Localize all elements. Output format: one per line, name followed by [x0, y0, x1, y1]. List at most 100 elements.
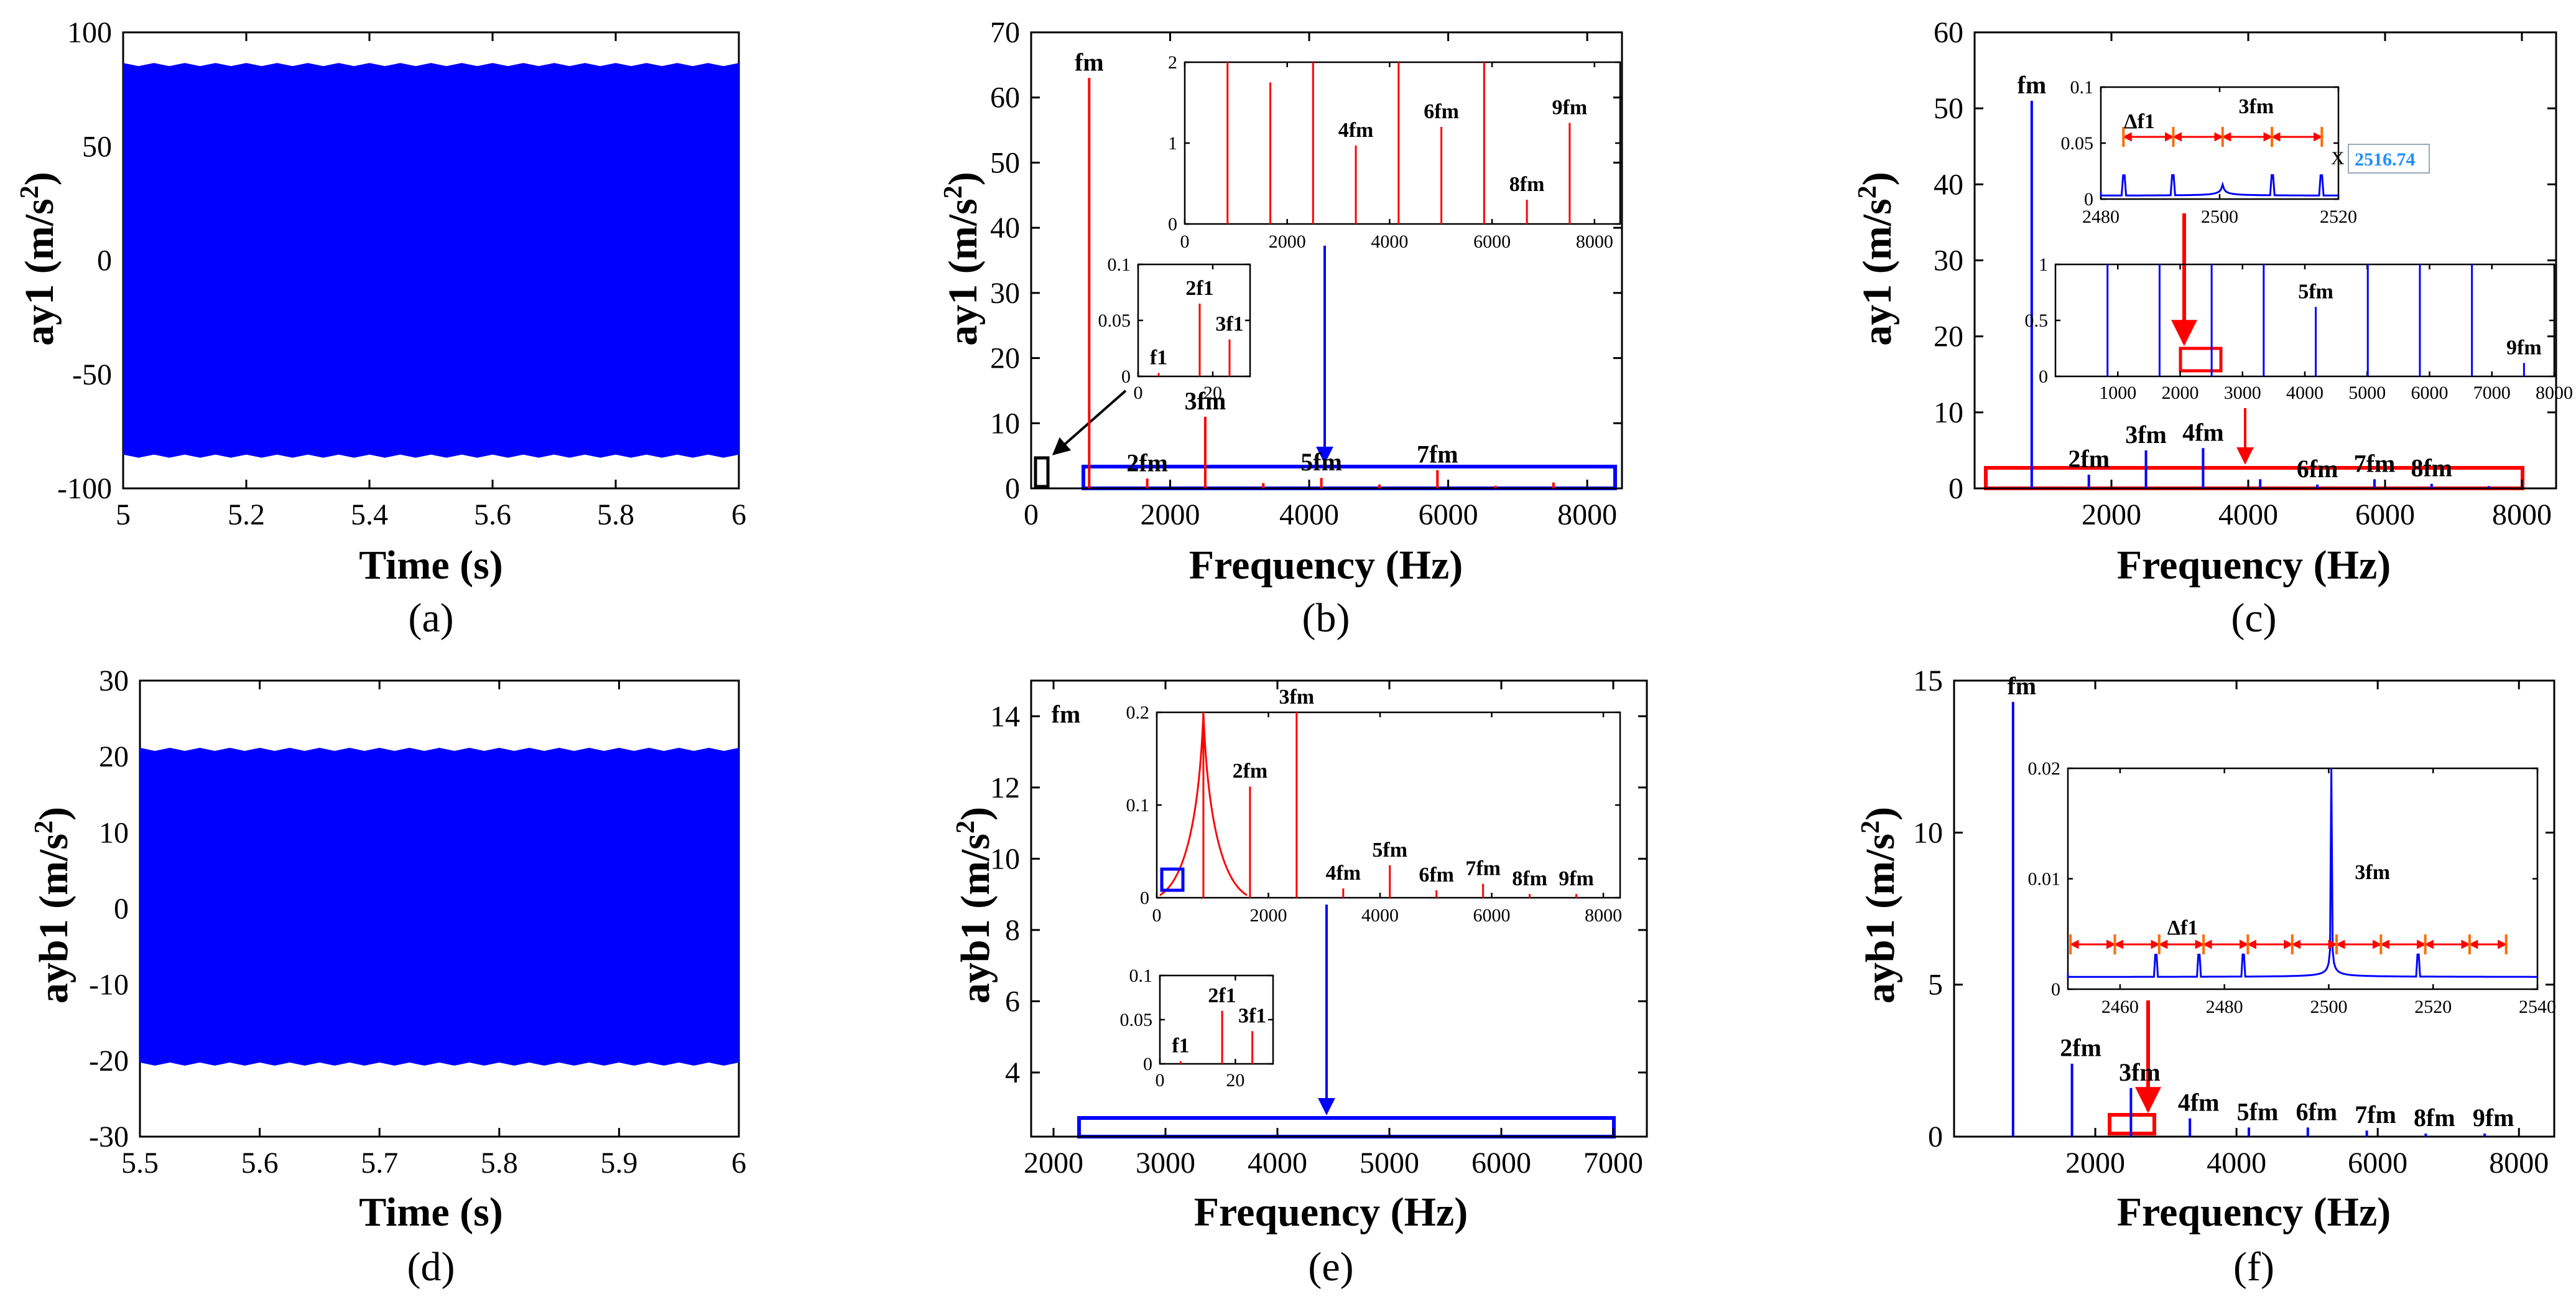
panel-f-ytick-label: 15 — [1913, 664, 1943, 697]
panel-c-peak-label: 7fm — [2354, 449, 2396, 477]
panel-b-inset2-xtick-label: 0 — [1134, 383, 1143, 403]
panel-d-xtick-label: 5.6 — [241, 1147, 279, 1180]
panel-c-inset1-ytick-label: 0.1 — [2070, 77, 2094, 98]
panel-d-ytick-label: 30 — [99, 664, 129, 697]
panel-b-ytick-label: 40 — [990, 212, 1020, 244]
panel-e-inset1-ytick-label: 0 — [1140, 888, 1149, 908]
panel-c-inset2-xtick-label: 4000 — [2286, 383, 2323, 403]
panel-e-xlabel: Frequency (Hz) — [1194, 1190, 1468, 1235]
panel-f-inset1-xtick-label: 2480 — [2206, 997, 2243, 1017]
panel-f-peak-label: 5fm — [2237, 1097, 2279, 1125]
panel-d-letter: (d) — [407, 1244, 455, 1290]
panel-f-xtick-label: 2000 — [2065, 1147, 2125, 1180]
panel-e-xtick-label: 2000 — [1024, 1147, 1083, 1180]
panel-e-frame — [1030, 679, 1648, 1138]
panel-b-ytick-label: 20 — [990, 342, 1020, 375]
panel-f-inset1-axes: 2460 2480 2500 2520 2540 0 0.01 0.02 3fm Δf1 — [2028, 758, 2557, 1017]
panel-e-xtick-label: 7000 — [1583, 1147, 1643, 1180]
panel-d-ytick-label: 20 — [99, 740, 129, 773]
panel-a-xtick-label: 5.6 — [474, 498, 511, 531]
panel-b-inset1-peak-label: 6fm — [1424, 100, 1459, 123]
panel-b-peak-label: 5fm — [1300, 448, 1342, 476]
panel-f-inset1-xtick-label: 2540 — [2519, 997, 2556, 1017]
panel-e-xtick-label: 4000 — [1248, 1147, 1307, 1180]
panel-e-ytick-label: 10 — [990, 842, 1020, 875]
panel-c-ytick-label: 60 — [1934, 16, 1963, 49]
panel-c-inset1-xtick-label: 2520 — [2320, 207, 2357, 227]
panel-e-letter: (e) — [1308, 1244, 1353, 1290]
panel-c-inset1-sideband-label: Δf1 — [2124, 110, 2155, 133]
panel-f-xtick-label: 4000 — [2207, 1147, 2266, 1180]
panel-d-ytick-label: 0 — [114, 893, 129, 926]
panel-a: ay1 (m/s2) Time (s) (a) — [16, 172, 503, 641]
panel-d-ytick-label: -30 — [89, 1120, 129, 1153]
panel-f-xtick-label: 6000 — [2348, 1147, 2407, 1180]
panel-a-ytick-label: -50 — [72, 358, 112, 391]
panel-b-xtick-label: 2000 — [1141, 498, 1200, 531]
panel-c-ytick-label: 50 — [1934, 92, 1963, 125]
panel-a-xtick-label: 6 — [731, 498, 746, 531]
panel-d-xtick-label: 5.8 — [481, 1147, 518, 1180]
panel-c-inset1-xtick-label: 2500 — [2201, 207, 2238, 227]
panel-e-inset2-peak-label: 2f1 — [1208, 984, 1236, 1007]
panel-c-peak-label: 8fm — [2411, 454, 2452, 482]
panel-a-ytick-label: 50 — [82, 130, 112, 163]
panel-e-ylabel: ayb1 (m/s2) — [952, 807, 998, 1003]
panel-c-inset2-xtick-label: 6000 — [2411, 383, 2449, 403]
panel-b-inset1-xtick-label: 0 — [1180, 231, 1190, 252]
panel-c-xtick-label: 2000 — [2082, 498, 2141, 531]
panel-a-xtick-label: 5.2 — [228, 498, 265, 531]
panel-e-inset2-peak-label: 3f1 — [1238, 1004, 1266, 1027]
panel-c-inset-datatip-box — [2348, 144, 2430, 174]
panel-e-inset1-peak-label: 9fm — [1559, 867, 1594, 890]
panel-b-xtick-label: 6000 — [1419, 498, 1478, 531]
panel-f-axes: 2000 4000 6000 8000 0 5 10 15 fm 2fm 3fm 4fm 5fm 6fm 7… — [1913, 664, 2555, 1180]
panel-f-ytick-label: 5 — [1928, 969, 1943, 1002]
panel-c-inset2-xtick-label: 8000 — [2536, 383, 2573, 403]
panel-c-peak-label: 2fm — [2068, 445, 2110, 473]
panel-c-xtick-label: 6000 — [2355, 498, 2415, 531]
panel-f-inset1-xtick-label: 2520 — [2414, 997, 2452, 1017]
panel-f-peak-label: 3fm — [2119, 1058, 2161, 1086]
panel-f-peak-label: 6fm — [2296, 1097, 2337, 1125]
panel-e-peak-label: fm — [1052, 700, 1081, 728]
panel-f-letter: (f) — [2233, 1244, 2274, 1290]
panel-d-xtick-label: 5.9 — [600, 1147, 637, 1180]
panel-c-xtick-label: 4000 — [2218, 498, 2278, 531]
panel-c-inset2-ytick-label: 1 — [2039, 254, 2048, 275]
panel-c-inset2-xtick-label: 3000 — [2224, 383, 2261, 403]
panel-b-inset1-peak-label: 4fm — [1338, 119, 1374, 142]
panel-e-inset1-peak-label: 3fm — [1279, 686, 1315, 709]
panel-d-ytick-label: 10 — [99, 816, 129, 849]
panel-e-inset1-peak-label: 6fm — [1419, 864, 1454, 887]
panel-e-inset1-peak-label: 4fm — [1325, 862, 1361, 885]
panel-e-inset1-peak-label: 8fm — [1512, 867, 1547, 890]
panel-f-inset1-peak-label: 3fm — [2355, 861, 2390, 884]
panel-a-xtick-label: 5.4 — [351, 498, 388, 531]
panel-c-inset1-axes: 2480 2500 2520 0 0.05 0.1 3fm Δf1 — [2061, 77, 2358, 227]
panel-a-signal — [123, 63, 739, 458]
panel-f-peak-label: 9fm — [2473, 1104, 2514, 1132]
panel-c-inset1-ytick-label: 0 — [2084, 189, 2093, 210]
panel-f-inset1-ytick-label: 0.02 — [2028, 758, 2061, 779]
panel-d-axes: 5.5 5.6 5.7 5.8 5.9 6 -30 -20 -10 0 10 20 30 — [89, 664, 746, 1180]
panel-b-xtick-label: 8000 — [1557, 498, 1617, 531]
panel-e-xtick-label: 6000 — [1471, 1147, 1531, 1180]
panel-b-frame — [1030, 31, 1623, 490]
panel-f-ytick-label: 0 — [1928, 1120, 1943, 1153]
panel-a-ytick-label: 0 — [97, 244, 112, 277]
panel-a-axes: 5 5.2 5.4 5.6 5.8 6 -100 -50 0 50 100 — [57, 16, 746, 531]
panel-d-xlabel: Time (s) — [359, 1190, 503, 1235]
panel-b-zoom-box-low — [1034, 456, 1050, 488]
panel-b-inset1-ytick-label: 0 — [1168, 214, 1177, 235]
panel-b-ytick-label: 60 — [990, 81, 1020, 114]
panel-f-frame — [1953, 679, 2555, 1138]
panel-f-inset1-trace — [2067, 768, 2537, 978]
panel-b-inset1-xtick-label: 4000 — [1371, 231, 1408, 252]
panel-b-inset1-xtick-label: 6000 — [1473, 231, 1511, 252]
panel-c-peak-label: fm — [2018, 71, 2047, 99]
panel-b-inset2-peak-label: 3f1 — [1215, 313, 1243, 336]
panel-c-inset2-peak-label: 9fm — [2506, 336, 2542, 359]
